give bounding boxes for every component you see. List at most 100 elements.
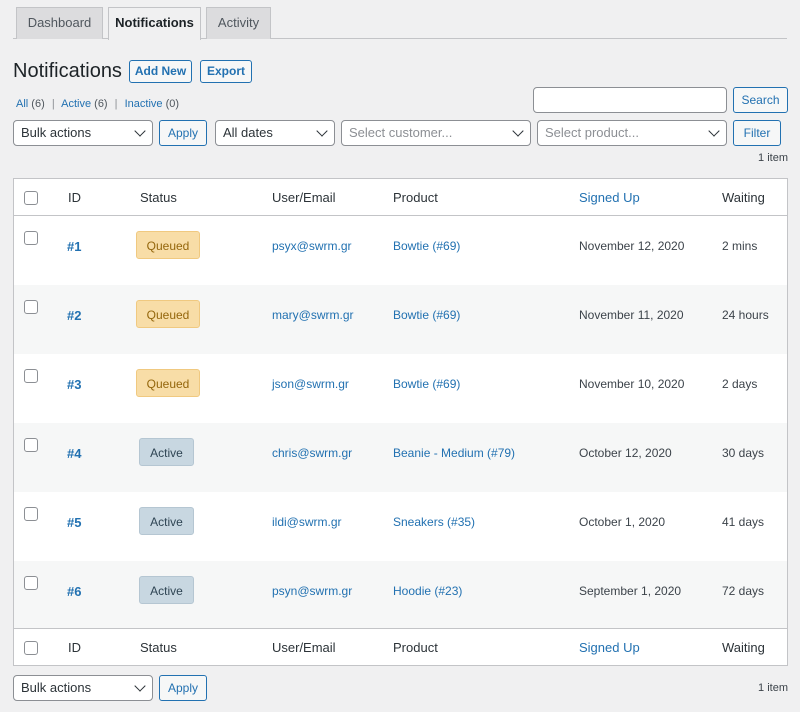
date-filter-value: All dates [223, 125, 273, 140]
status-badge: Active [139, 438, 194, 466]
row-product-link[interactable]: Bowtie (#69) [393, 377, 461, 391]
row-waiting: 41 days [722, 515, 765, 529]
view-active-count: (6) [94, 98, 108, 110]
view-active-link[interactable]: Active [61, 98, 92, 110]
row-product-link[interactable]: Bowtie (#69) [393, 308, 461, 322]
row-checkbox[interactable] [24, 300, 38, 314]
chevron-down-icon [134, 680, 146, 692]
status-badge: Active [139, 507, 194, 535]
bulk-actions-value: Bulk actions [21, 125, 92, 140]
apply-button-top[interactable]: Apply [159, 120, 207, 146]
row-waiting: 2 mins [722, 239, 758, 253]
filter-button[interactable]: Filter [733, 120, 781, 146]
select-all-checkbox[interactable] [24, 191, 38, 205]
row-id-link[interactable]: #3 [67, 377, 82, 392]
column-status: Status [140, 190, 177, 205]
items-count-bottom: 1 item [758, 682, 788, 694]
row-email-link[interactable]: mary@swrm.gr [272, 308, 354, 322]
chevron-down-icon [512, 125, 524, 137]
row-waiting: 30 days [722, 446, 765, 460]
column-user-email: User/Email [272, 640, 336, 655]
row-checkbox[interactable] [24, 369, 38, 383]
row-id-link[interactable]: #4 [67, 446, 82, 461]
row-email-link[interactable]: ildi@swrm.gr [272, 515, 342, 529]
row-product-link[interactable]: Beanie - Medium (#79) [393, 446, 516, 460]
row-checkbox[interactable] [24, 576, 38, 590]
column-status: Status [140, 640, 177, 655]
apply-button-bottom[interactable]: Apply [159, 675, 207, 701]
column-signed-up[interactable]: Signed Up [579, 190, 640, 205]
status-badge: Queued [136, 369, 200, 397]
row-email-link[interactable]: json@swrm.gr [272, 377, 349, 391]
tab-notifications[interactable]: Notifications [108, 7, 201, 40]
view-all-count: (6) [31, 98, 45, 110]
column-waiting: Waiting [722, 190, 765, 205]
status-badge: Queued [136, 300, 200, 328]
chevron-down-icon [316, 125, 328, 137]
row-product-link[interactable]: Bowtie (#69) [393, 239, 461, 253]
product-filter-placeholder: Select product... [545, 125, 639, 140]
view-all-link[interactable]: All [16, 98, 29, 110]
row-product-link[interactable]: Hoodie (#23) [393, 584, 463, 598]
row-email-link[interactable]: chris@swrm.gr [272, 446, 353, 460]
row-checkbox[interactable] [24, 438, 38, 452]
chevron-down-icon [134, 125, 146, 137]
tab-dashboard[interactable]: Dashboard [16, 7, 103, 39]
status-badge: Queued [136, 231, 200, 259]
notifications-table: ID Status User/Email Product Signed Up W… [13, 178, 788, 666]
items-count-top: 1 item [758, 152, 788, 164]
row-signed-up: September 1, 2020 [579, 584, 682, 598]
export-button[interactable]: Export [200, 60, 252, 83]
date-filter-select[interactable]: All dates [215, 120, 335, 146]
view-separator: | [114, 98, 118, 110]
column-product: Product [393, 190, 438, 205]
column-signed-up[interactable]: Signed Up [579, 640, 640, 655]
row-signed-up: November 11, 2020 [579, 308, 684, 322]
bulk-actions-value: Bulk actions [21, 680, 92, 695]
nav-tabs: Dashboard Notifications Activity [13, 7, 787, 40]
view-inactive-count: (0) [165, 98, 180, 110]
column-id: ID [68, 190, 81, 205]
row-waiting: 72 days [722, 584, 765, 598]
row-id-link[interactable]: #6 [67, 584, 82, 599]
row-id-link[interactable]: #5 [67, 515, 82, 530]
view-separator: | [51, 98, 55, 110]
column-id: ID [68, 640, 81, 655]
row-id-link[interactable]: #2 [67, 308, 82, 323]
table-row: #5 Active ildi@swrm.gr Sneakers (#35) Oc… [14, 492, 787, 561]
status-views: All (6) | Active (6) | Inactive (0) [16, 98, 179, 110]
row-product-link[interactable]: Sneakers (#35) [393, 515, 476, 529]
table-row: #4 Active chris@swrm.gr Beanie - Medium … [14, 423, 787, 492]
row-checkbox[interactable] [24, 507, 38, 521]
row-checkbox[interactable] [24, 231, 38, 245]
row-email-link[interactable]: psyn@swrm.gr [272, 584, 353, 598]
customer-filter-placeholder: Select customer... [349, 125, 453, 140]
row-signed-up: October 12, 2020 [579, 446, 672, 460]
bulk-actions-select-top[interactable]: Bulk actions [13, 120, 153, 146]
table-row: #3 Queued json@swrm.gr Bowtie (#69) Nove… [14, 354, 787, 423]
product-filter-select[interactable]: Select product... [537, 120, 727, 146]
page-title: Notifications [13, 60, 122, 82]
row-signed-up: October 1, 2020 [579, 515, 666, 529]
column-product: Product [393, 640, 438, 655]
customer-filter-select[interactable]: Select customer... [341, 120, 531, 146]
table-header: ID Status User/Email Product Signed Up W… [14, 179, 787, 216]
row-email-link[interactable]: psyx@swrm.gr [272, 239, 352, 253]
tab-activity[interactable]: Activity [206, 7, 271, 39]
row-signed-up: November 10, 2020 [579, 377, 685, 391]
view-inactive-link[interactable]: Inactive [124, 98, 163, 110]
search-input[interactable] [533, 87, 727, 113]
status-badge: Active [139, 576, 194, 604]
bulk-actions-select-bottom[interactable]: Bulk actions [13, 675, 153, 701]
add-new-button[interactable]: Add New [129, 60, 192, 83]
search-button[interactable]: Search [733, 87, 788, 113]
table-row: #6 Active psyn@swrm.gr Hoodie (#23) Sept… [14, 561, 787, 630]
row-id-link[interactable]: #1 [67, 239, 82, 254]
column-user-email: User/Email [272, 190, 336, 205]
table-row: #2 Queued mary@swrm.gr Bowtie (#69) Nove… [14, 285, 787, 354]
column-waiting: Waiting [722, 640, 765, 655]
table-footer: ID Status User/Email Product Signed Up W… [14, 628, 787, 665]
select-all-checkbox-footer[interactable] [24, 641, 38, 655]
row-signed-up: November 12, 2020 [579, 239, 685, 253]
row-waiting: 2 days [722, 377, 758, 391]
